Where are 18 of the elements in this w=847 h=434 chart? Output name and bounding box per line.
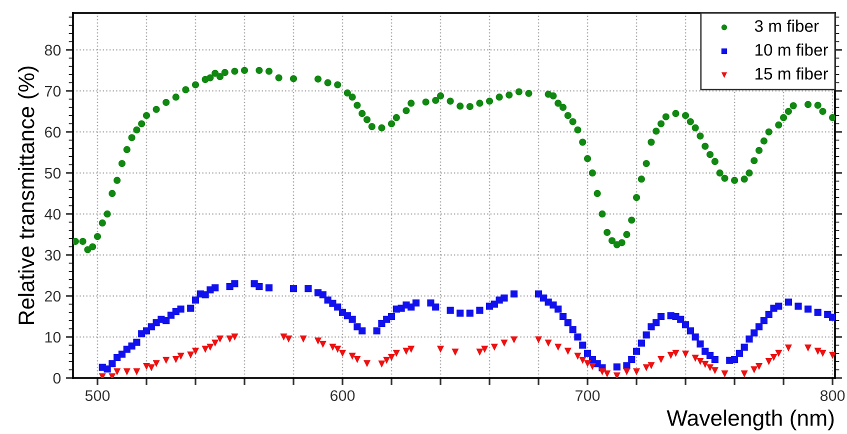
- y-tick-label: 50: [44, 168, 61, 179]
- x-tick-label: 600: [330, 390, 355, 402]
- y-tick-label: 0: [53, 372, 61, 384]
- y-tick-label: 10: [45, 332, 61, 343]
- x-tick-label: 500: [85, 390, 110, 402]
- legend-label: 3 m fiber: [754, 20, 819, 32]
- x-tick-label: 800: [820, 390, 845, 402]
- x-axis-title: Wavelength (nm): [666, 410, 834, 430]
- y-tick-label: 70: [44, 86, 61, 97]
- x-tick-label: 700: [576, 390, 600, 402]
- y-tick-label: 60: [44, 126, 61, 138]
- y-tick-label: 30: [44, 250, 61, 261]
- y-tick-label: 20: [44, 290, 61, 302]
- legend-label: 15 m fiber: [756, 67, 828, 80]
- y-tick-label: 40: [44, 208, 61, 220]
- y-tick-label: 80: [44, 44, 61, 56]
- y-axis-title: Relative transmittance (%): [18, 66, 39, 324]
- legend-label: 10 m fiber: [756, 44, 828, 56]
